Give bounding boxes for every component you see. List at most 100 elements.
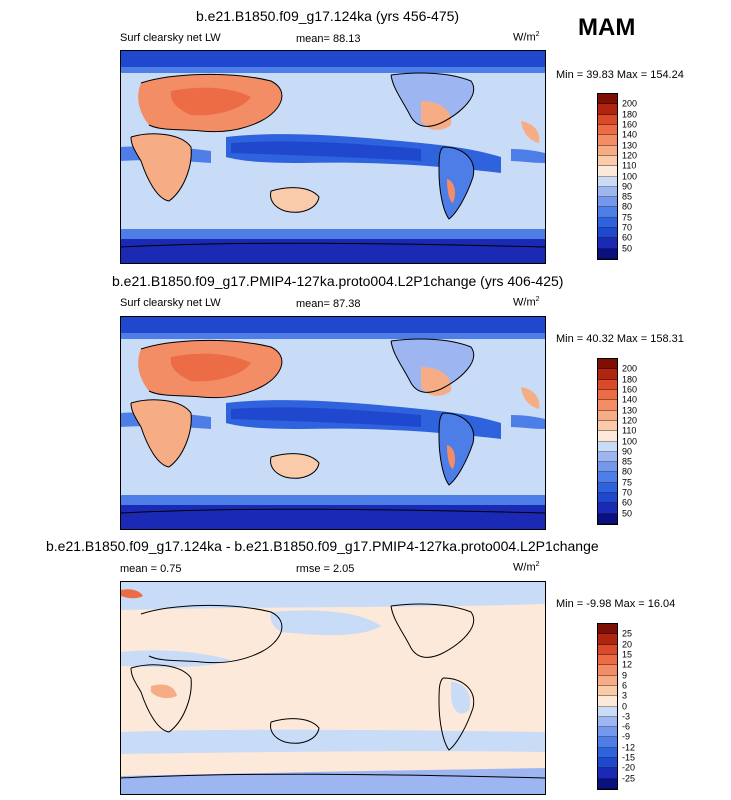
colorbar-box: [598, 431, 617, 442]
colorbar-tick-label: 130: [622, 140, 638, 151]
colorbar-box: [598, 410, 617, 421]
colorbar-box: [598, 166, 617, 177]
colorbar-box: [598, 135, 617, 146]
colorbar-box: [598, 462, 617, 473]
panel2-colorbar: 200 180 160 140 130 120 110 100 90 85 80 75 70 60 50: [597, 358, 637, 525]
colorbar-box: [598, 104, 617, 115]
colorbar-box: [598, 675, 617, 686]
colorbar-tick-label: -3: [622, 711, 631, 722]
colorbar-tick-label: 200: [622, 363, 638, 374]
panel2-min-label: Min =: [556, 333, 584, 345]
tropical-atlantic: [511, 415, 545, 429]
australia-land: [270, 453, 319, 479]
panel1-colorbar: 200 180 160 140 130 120 110 100 90 85 80 75 70 60 50: [597, 93, 637, 260]
colorbar-tick-label: 50: [622, 508, 633, 519]
panel3-max-label: Max =: [614, 598, 645, 610]
colorbar-tick-label: 85: [622, 191, 633, 202]
colorbar-tick-label: 100: [622, 171, 638, 181]
arctic-band: [121, 317, 545, 333]
colorbar-box: [598, 706, 617, 717]
colorbar-tick-label: 140: [622, 394, 638, 405]
panel3-minmax: Min = -9.98 Max = 16.04: [556, 598, 675, 610]
panel1-mean: mean= 88.13: [296, 33, 361, 45]
africa-diff: [151, 684, 177, 699]
colorbar-box: [598, 217, 617, 229]
panel2-max-label: Max =: [616, 333, 648, 345]
panel1-mean-value: 88.13: [333, 33, 361, 45]
colorbar-box: [598, 727, 617, 738]
tropical-pacific-core: [231, 141, 421, 161]
panel3-units-base: W/m: [513, 561, 536, 574]
colorbar-box: [598, 451, 617, 463]
tropical-pacific-core: [231, 407, 421, 427]
colorbar-box: [598, 389, 617, 401]
colorbar-box: [598, 768, 617, 779]
central-asia-hot: [170, 87, 251, 116]
colorbar-box: [598, 441, 617, 452]
panel2-variable-label: Surf clearsky net LW: [120, 297, 221, 309]
colorbar-box: [598, 472, 617, 483]
colorbar-tick-label: 180: [622, 109, 638, 120]
season-label: MAM: [578, 14, 636, 41]
coastlines: [121, 72, 545, 248]
colorbar-tick-label: 75: [622, 212, 633, 223]
africa-land: [131, 399, 192, 467]
panel3-max-value: 16.04: [647, 598, 676, 610]
panel3-colorbar: 25 20 15 12 9 6 3 0 -3 -6 -9 -12 -15 -20 -25: [597, 623, 635, 790]
colorbar-tick-label: 3: [622, 690, 628, 701]
panel1-variable-label: Surf clearsky net LW: [120, 32, 221, 44]
north-america-land: [391, 73, 474, 127]
indian-ocean-diff: [121, 650, 231, 668]
colorbar-box: [598, 197, 617, 208]
colorbar-box: [598, 737, 617, 748]
colorbar-box: [598, 685, 617, 697]
colorbar-tick-label: -12: [622, 742, 636, 753]
panel2-mean: mean= 87.38: [296, 298, 361, 310]
colorbar-box: [598, 758, 617, 769]
colorbar-tick-label: 60: [622, 232, 633, 243]
colorbar-tick-label: 110: [622, 425, 637, 436]
colorbar-tick-label: 160: [622, 384, 638, 395]
panel2-min-value: 40.32: [586, 333, 614, 345]
panel2-mean-label: mean=: [296, 298, 330, 310]
africa-land: [131, 133, 192, 201]
colorbar-box: [598, 369, 617, 380]
colorbar-box: [598, 155, 617, 167]
colorbar-box: [598, 778, 617, 789]
colorbar-tick-label: 140: [622, 129, 638, 140]
panel1-mean-label: mean=: [296, 33, 330, 45]
south-america-land: [439, 413, 474, 485]
colorbar-tick-label: 130: [622, 405, 638, 416]
arctic-band: [121, 51, 545, 67]
panel1-max-label: Max =: [616, 69, 648, 81]
arctic-diff: [121, 582, 545, 610]
coastlines: [121, 603, 545, 779]
panel1-units-exp: 2: [535, 31, 540, 38]
colorbar-tick-label: 110: [622, 160, 637, 171]
colorbar-tick-label: 60: [622, 497, 633, 508]
colorbar-tick-label: 9: [622, 670, 628, 681]
colorbar-tick-label: 160: [622, 119, 638, 130]
colorbar-box: [598, 482, 617, 494]
colorbar-tick-label: 80: [622, 466, 633, 477]
north-america-southwest: [421, 101, 452, 130]
colorbar-tick-label: 75: [622, 477, 633, 488]
colorbar-tick-label: -9: [622, 731, 631, 742]
sahara-edge: [521, 121, 540, 143]
colorbar-box: [598, 665, 617, 676]
panel2-title: b.e21.B1850.f09_g17.PMIP4-127ka.proto004…: [112, 273, 564, 289]
arctic-edge: [121, 333, 545, 339]
panel2-map: [120, 316, 546, 530]
colorbar-tick-label: 0: [622, 701, 628, 711]
colorbar-tick-label: 90: [622, 446, 633, 457]
colorbar-box: [598, 94, 617, 105]
panel3-mean-value: 0.75: [160, 563, 182, 575]
antarctic-band: [121, 239, 545, 263]
colorbar-box: [598, 359, 617, 370]
colorbar-box: [598, 503, 617, 514]
colorbar-box: [598, 207, 617, 218]
colorbar-box: [598, 634, 617, 645]
colorbar-box: [598, 654, 617, 666]
panel3-title: b.e21.B1850.f09_g17.124ka - b.e21.B1850.…: [46, 538, 599, 554]
panel3-mean: mean = 0.75: [120, 563, 181, 575]
